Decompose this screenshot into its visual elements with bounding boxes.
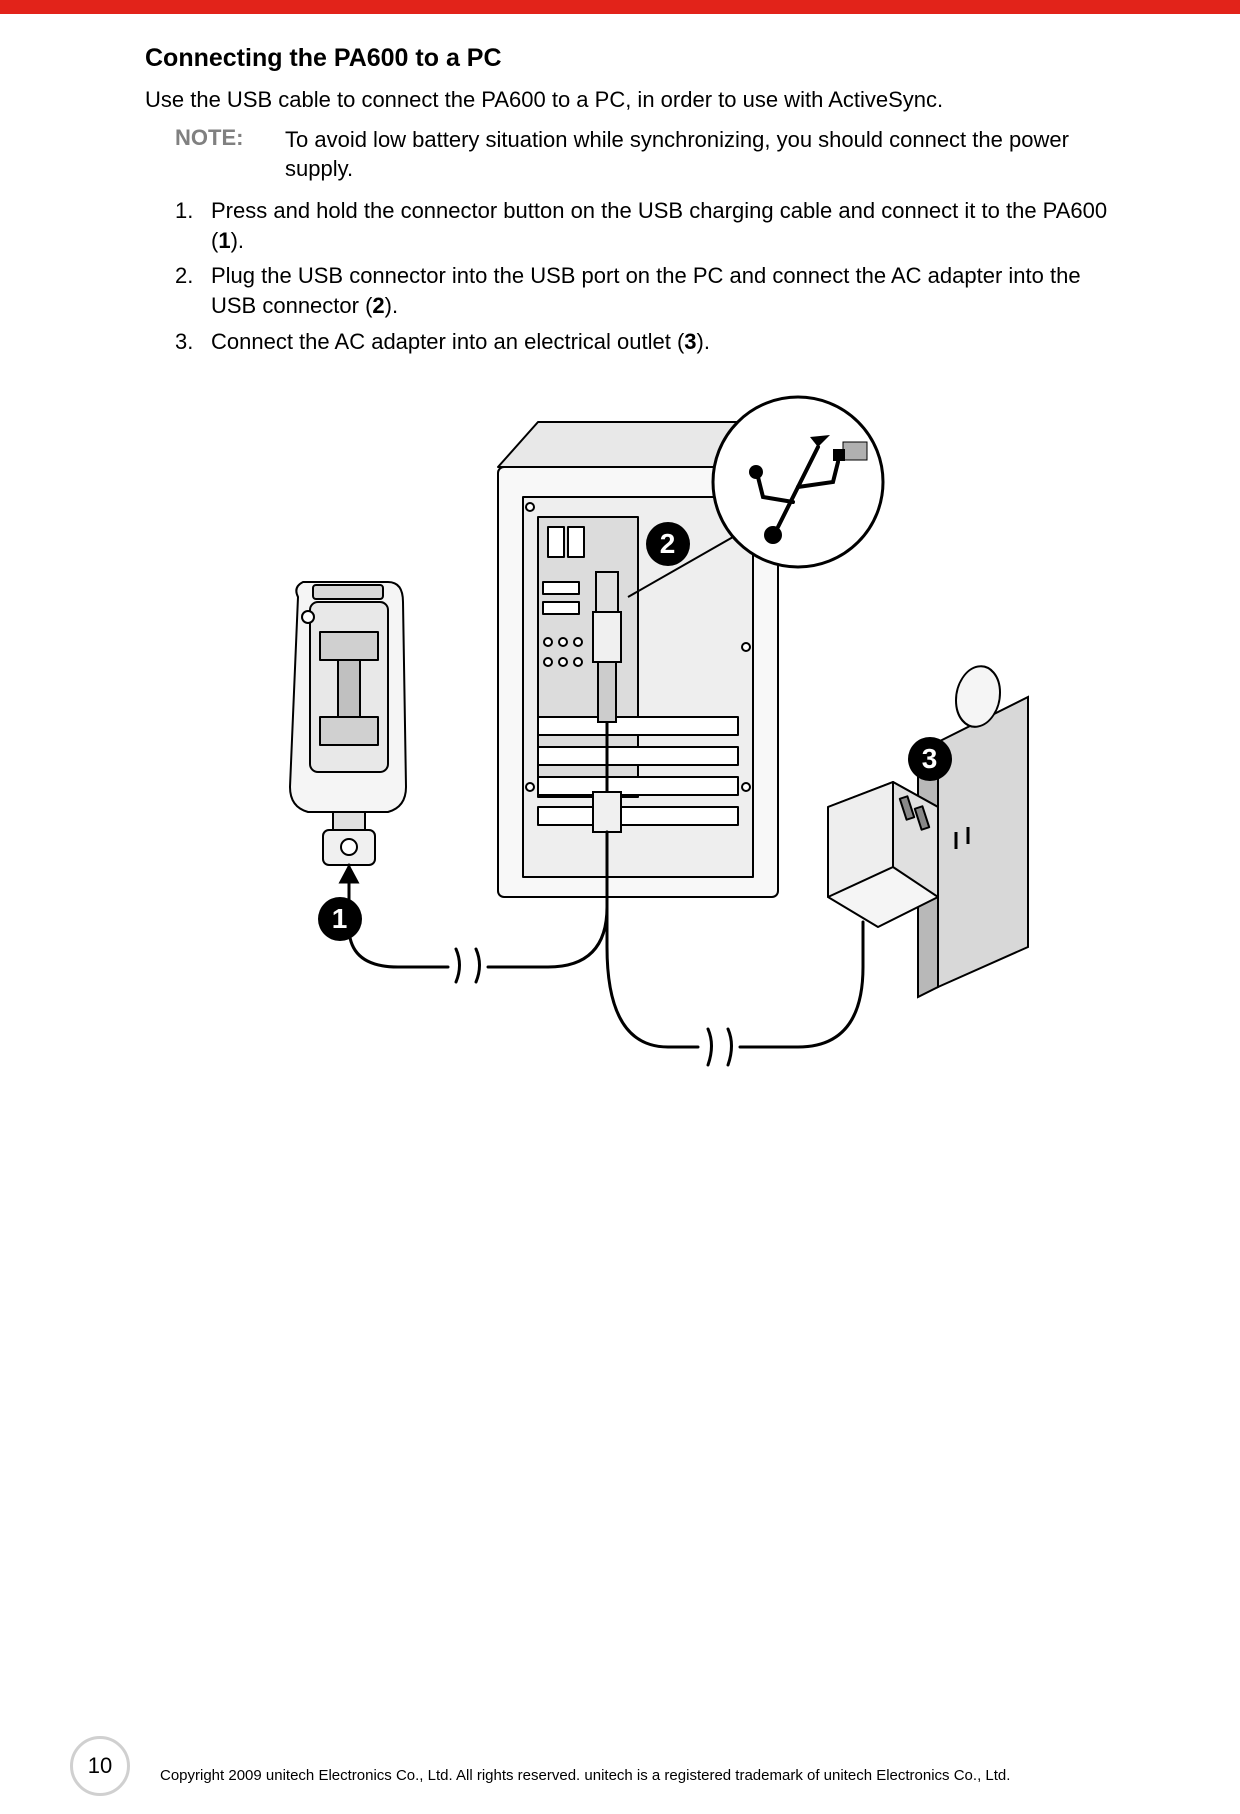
step-2-bold: 2 [372,293,384,318]
page-content: Connecting the PA600 to a PC Use the USB… [0,14,1240,1107]
step-2-pre: Plug the USB connector into the USB port… [211,263,1081,318]
callout-3: 3 [908,737,952,781]
note-label: NOTE: [175,125,285,184]
page-footer: 10 Copyright 2009 unitech Electronics Co… [0,1727,1240,1814]
steps-list: Press and hold the connector button on t… [145,196,1130,356]
step-3: Connect the AC adapter into an electrica… [175,327,1130,357]
step-1-bold: 1 [218,228,230,253]
step-1-pre: Press and hold the connector button on t… [211,198,1107,253]
step-1-post: ). [231,228,244,253]
step-1: Press and hold the connector button on t… [175,196,1130,255]
connection-diagram: 1 2 3 [238,387,1038,1107]
note-block: NOTE: To avoid low battery situation whi… [145,125,1130,184]
step-3-post: ). [697,329,710,354]
copyright-text: Copyright 2009 unitech Electronics Co., … [50,1727,1190,1784]
callout-1: 1 [318,897,362,941]
step-2: Plug the USB connector into the USB port… [175,261,1130,320]
top-red-bar [0,0,1240,14]
step-2-post: ). [385,293,398,318]
page-number: 10 [70,1736,130,1796]
section-heading: Connecting the PA600 to a PC [145,44,1130,73]
step-3-pre: Connect the AC adapter into an electrica… [211,329,684,354]
intro-text: Use the USB cable to connect the PA600 t… [145,85,1130,115]
step-3-bold: 3 [684,329,696,354]
callout-2: 2 [646,522,690,566]
note-text: To avoid low battery situation while syn… [285,125,1130,184]
